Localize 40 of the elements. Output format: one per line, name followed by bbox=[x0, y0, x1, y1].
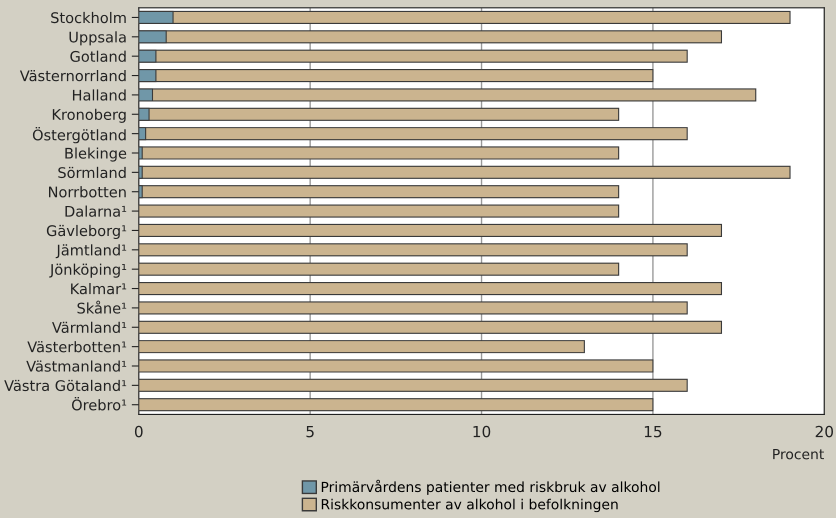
x-tick-label: 10 bbox=[473, 426, 490, 438]
bar bbox=[138, 378, 688, 392]
y-tick-label: Dalarna¹ bbox=[65, 206, 126, 217]
y-tick-label: Kalmar¹ bbox=[71, 283, 126, 294]
y-tick-label: Västmanland¹ bbox=[26, 360, 126, 372]
bar bbox=[138, 359, 654, 373]
y-tick-label: Västerbotten¹ bbox=[27, 341, 126, 352]
y-tick-label: Jämtland¹ bbox=[56, 244, 126, 258]
y-tick-label: Västra Götaland¹ bbox=[4, 380, 126, 392]
bar bbox=[138, 204, 620, 218]
x-tick-label: 0 bbox=[134, 426, 143, 438]
legend-label: Primärvårdens patienter med riskbruk av alkohol bbox=[322, 480, 660, 495]
y-tick-label: Blekinge bbox=[65, 147, 126, 162]
bar bbox=[138, 398, 654, 412]
x-tick-label: 20 bbox=[816, 426, 833, 438]
y-tick-label: Norrbotten bbox=[49, 186, 126, 198]
x-axis-title: Procent bbox=[773, 449, 824, 460]
y-tick-label: Värmland¹ bbox=[52, 322, 126, 334]
bar bbox=[138, 224, 722, 238]
bar bbox=[138, 282, 722, 296]
legend-label: Riskkonsumenter av alkohol i befolkningen bbox=[322, 498, 618, 512]
bar bbox=[138, 320, 722, 334]
y-tick-label: Uppsala bbox=[70, 31, 126, 46]
bar bbox=[138, 340, 585, 354]
bar bbox=[138, 301, 688, 314]
y-tick-label: Gotland bbox=[70, 50, 126, 62]
bar bbox=[138, 262, 620, 276]
y-tick-label: Kronoberg bbox=[52, 108, 126, 123]
y-tick-label: Västernorrland bbox=[20, 70, 126, 82]
y-tick-label: Stockholm bbox=[51, 12, 126, 24]
x-tick-label: 5 bbox=[306, 426, 314, 438]
y-tick-label: Halland bbox=[72, 89, 126, 101]
y-tick-label: Gävleborg¹ bbox=[46, 224, 126, 240]
y-tick-label: Jönköping¹ bbox=[49, 264, 126, 278]
x-tick-label: 15 bbox=[644, 426, 662, 438]
y-tick-label: Skåne¹ bbox=[77, 300, 126, 314]
y-tick-label: Sörmland bbox=[58, 166, 126, 178]
y-tick-label: Örebro¹ bbox=[72, 396, 126, 410]
bar bbox=[138, 243, 688, 256]
y-tick-label: Östergötland bbox=[32, 126, 126, 144]
